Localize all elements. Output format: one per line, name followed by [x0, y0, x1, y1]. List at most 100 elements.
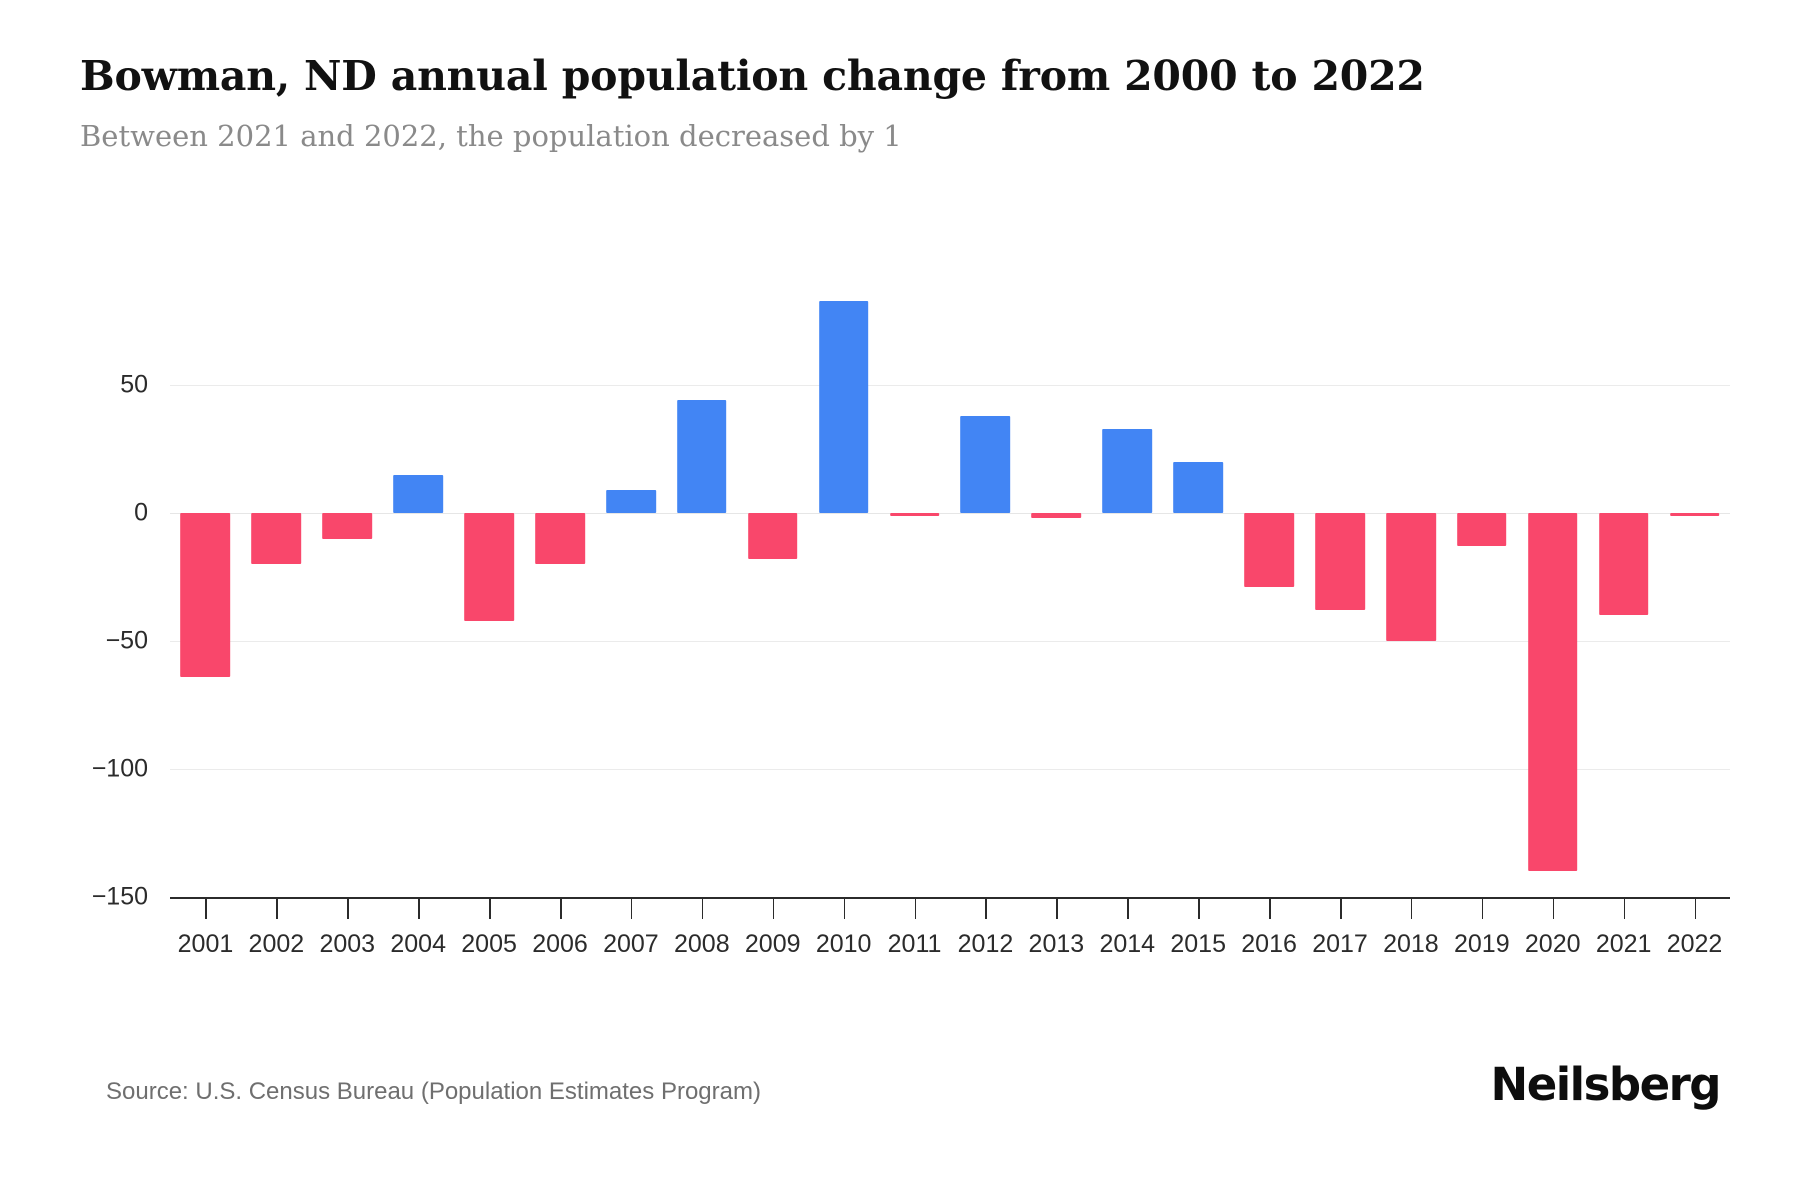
gridline--100 [170, 769, 1730, 770]
x-axis-tick-label-2016: 2016 [1241, 930, 1297, 958]
x-axis-tick-label-2020: 2020 [1524, 930, 1581, 958]
x-axis-tick-label-2021: 2021 [1595, 930, 1652, 958]
bar-slot[interactable] [1092, 0, 1163, 1200]
bar-2008[interactable] [677, 400, 727, 513]
x-axis-tick [985, 897, 987, 919]
bar-slot[interactable] [241, 0, 312, 1200]
x-axis-tick-label-2007: 2007 [603, 930, 659, 958]
bar-slot[interactable] [595, 0, 666, 1200]
x-axis-tick-label-2015: 2015 [1170, 930, 1226, 958]
bar-slot[interactable] [383, 0, 454, 1200]
bar-2001[interactable] [180, 513, 231, 677]
bar-2015[interactable] [1173, 461, 1223, 513]
bar-2005[interactable] [464, 513, 514, 621]
gridline-0 [170, 513, 1730, 514]
gridline--150 [170, 897, 1730, 899]
x-axis-tick-label-2018: 2018 [1383, 930, 1439, 958]
y-axis-tick-label: 50 [120, 370, 148, 399]
x-axis-tick [1410, 897, 1413, 919]
bar-slot[interactable] [879, 0, 950, 1200]
x-axis-tick-label-2006: 2006 [532, 930, 588, 958]
x-axis-tick-label-2022: 2022 [1666, 930, 1723, 958]
bar-slot[interactable] [1659, 0, 1730, 1200]
x-axis-tick-label-2011: 2011 [887, 930, 942, 958]
bar-2021[interactable] [1598, 513, 1649, 616]
bar-2004[interactable] [393, 474, 443, 513]
bar-2010[interactable] [818, 300, 869, 513]
bar-2022[interactable] [1669, 513, 1720, 516]
bar-slot[interactable] [312, 0, 383, 1200]
bar-slot[interactable] [1517, 0, 1588, 1200]
bar-slot[interactable] [525, 0, 596, 1200]
x-axis-tick [1340, 897, 1342, 919]
bar-2009[interactable] [747, 513, 798, 560]
x-axis-tick [630, 897, 633, 919]
bar-slot[interactable] [1446, 0, 1517, 1200]
x-axis-tick [1198, 897, 1200, 919]
bar-2007[interactable] [606, 489, 656, 513]
bar-2011[interactable] [889, 513, 940, 516]
x-axis-tick [1056, 897, 1058, 919]
x-axis-tick [772, 897, 775, 919]
x-axis-tick-label-2010: 2010 [815, 930, 872, 958]
bar-2012[interactable] [960, 415, 1011, 513]
x-axis-tick [347, 897, 349, 919]
x-axis-tick [1623, 897, 1626, 919]
page-title: Bowman, ND annual population change from… [80, 52, 1425, 100]
x-axis-tick [1127, 897, 1129, 919]
y-axis-tick-label: −100 [91, 754, 148, 783]
x-axis-tick-label-2019: 2019 [1454, 930, 1510, 958]
bar-2002[interactable] [251, 513, 302, 565]
bar-2014[interactable] [1102, 428, 1153, 513]
bar-slot[interactable] [1375, 0, 1446, 1200]
gridline-50 [170, 385, 1730, 386]
source-note: Source: U.S. Census Bureau (Population E… [106, 1078, 761, 1105]
bar-2013[interactable] [1031, 513, 1082, 519]
x-axis-tick-label-2004: 2004 [390, 930, 446, 958]
bar-slot[interactable] [950, 0, 1021, 1200]
x-axis-tick-label-2014: 2014 [1099, 930, 1156, 958]
bar-slot[interactable] [1234, 0, 1305, 1200]
bar-slot[interactable] [808, 0, 879, 1200]
x-axis-tick [914, 897, 917, 919]
bar-slot[interactable] [1021, 0, 1092, 1200]
bar-slot[interactable] [737, 0, 808, 1200]
bar-2018[interactable] [1386, 513, 1436, 641]
x-axis-tick [1481, 897, 1484, 919]
bar-2016[interactable] [1244, 513, 1294, 588]
bar-slot[interactable] [1305, 0, 1376, 1200]
bar-2006[interactable] [535, 513, 585, 565]
x-axis-tick [1694, 897, 1697, 919]
x-axis-tick [205, 897, 207, 919]
x-axis-tick-label-2008: 2008 [674, 930, 730, 958]
x-axis-tick-label-2002: 2002 [248, 930, 305, 958]
x-axis-tick [276, 897, 278, 919]
bars-group [170, 0, 1730, 1200]
bar-slot[interactable] [666, 0, 737, 1200]
x-axis-tick [1269, 897, 1271, 919]
y-axis-tick-label: −150 [91, 882, 148, 911]
x-axis-tick [843, 897, 846, 919]
x-axis-tick-label-2017: 2017 [1312, 930, 1368, 958]
x-axis-tick-label-2009: 2009 [744, 930, 801, 958]
x-axis-tick-label-2003: 2003 [319, 930, 376, 958]
x-axis-tick [560, 897, 562, 919]
x-axis-tick-label-2001: 2001 [177, 930, 234, 958]
x-axis-tick-label-2013: 2013 [1028, 930, 1085, 958]
bar-2020[interactable] [1527, 513, 1578, 872]
bar-slot[interactable] [1163, 0, 1234, 1200]
x-axis-tick [489, 897, 491, 919]
bar-slot[interactable] [454, 0, 525, 1200]
bar-slot[interactable] [170, 0, 241, 1200]
x-axis-tick [1552, 897, 1555, 919]
bar-slot[interactable] [1588, 0, 1659, 1200]
bar-2003[interactable] [322, 513, 373, 539]
y-axis-tick-label: −50 [105, 626, 148, 655]
x-axis-tick-label-2012: 2012 [957, 930, 1014, 958]
bar-2017[interactable] [1315, 513, 1365, 611]
chart-subtitle: Between 2021 and 2022, the population de… [80, 119, 902, 153]
brand-logo: Neilsberg [1490, 1058, 1722, 1111]
y-axis-tick-label: 0 [134, 498, 148, 527]
bar-2019[interactable] [1457, 513, 1507, 547]
